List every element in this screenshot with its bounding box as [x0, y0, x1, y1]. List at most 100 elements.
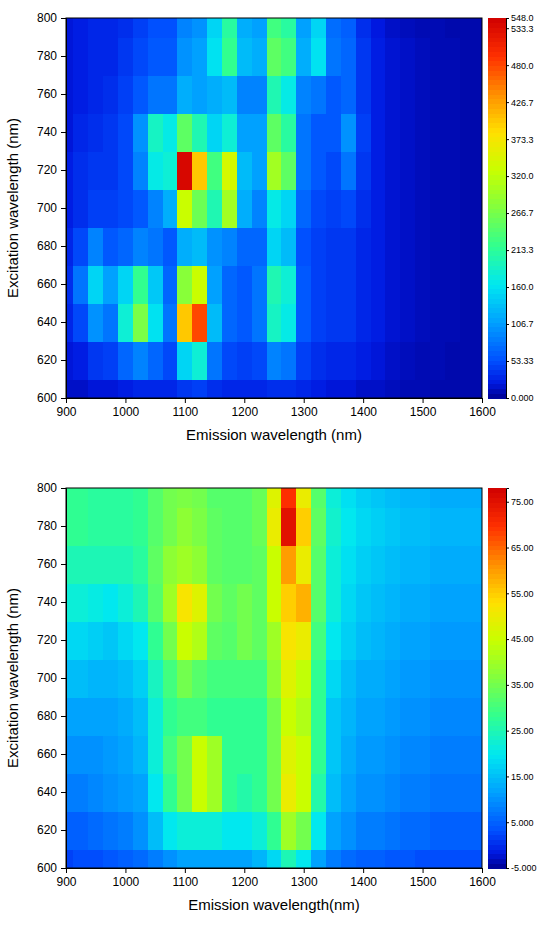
- heatmap-cell: [177, 113, 192, 152]
- heatmap-cell: [192, 507, 207, 546]
- heatmap-cell: [400, 773, 415, 812]
- heatmap-cell: [430, 659, 445, 698]
- heatmap-cell: [341, 583, 356, 622]
- heatmap-cell: [281, 545, 296, 584]
- heatmap-cell: [341, 341, 356, 380]
- heatmap-cell: [252, 265, 267, 304]
- heatmap-cell: [148, 18, 163, 38]
- tick-mark: [363, 868, 364, 873]
- heatmap-cell: [385, 75, 400, 114]
- heatmap-cell: [296, 18, 311, 38]
- tick-mark: [506, 102, 509, 103]
- tick: 426.7: [506, 97, 534, 107]
- heatmap-cell: [66, 849, 74, 868]
- heatmap-cell: [88, 303, 103, 342]
- colorbar-step: [488, 70, 506, 75]
- heatmap-cell: [163, 659, 178, 698]
- heatmap-cell: [133, 303, 148, 342]
- heatmap-cell: [371, 659, 386, 698]
- heatmap-cell: [400, 189, 415, 228]
- heatmap-cell: [222, 583, 237, 622]
- heatmap-cell: [73, 735, 88, 774]
- tick: 53.33: [506, 356, 534, 366]
- heatmap-cell: [415, 151, 430, 190]
- colorbar-step: [488, 526, 506, 531]
- colorbar-step: [488, 180, 506, 185]
- tick: 1500: [410, 398, 437, 419]
- heatmap-cell: [103, 18, 118, 38]
- tick-label: 373.3: [511, 135, 534, 145]
- heatmap-cell: [73, 37, 88, 76]
- heatmap-cell: [400, 113, 415, 152]
- heatmap-cell: [148, 488, 163, 508]
- tick-label: 620: [37, 823, 57, 837]
- heatmap-cell: [118, 189, 133, 228]
- heatmap-cell: [133, 773, 148, 812]
- tick-mark: [61, 322, 66, 323]
- colorbar-step: [488, 270, 506, 275]
- heatmap-cell: [267, 507, 282, 546]
- heatmap-cell: [371, 113, 386, 152]
- heatmap-cell: [281, 621, 296, 660]
- tick-mark: [506, 822, 509, 823]
- tick: 65.00: [506, 543, 534, 553]
- panel: 9001000110012001300140015001600600620640…: [4, 0, 534, 443]
- heatmap-cell: [73, 811, 88, 850]
- heatmap-cell: [192, 113, 207, 152]
- heatmap-cell: [415, 735, 430, 774]
- heatmap-cell: [460, 341, 475, 380]
- heatmap-cell: [267, 773, 282, 812]
- heatmap-cell: [88, 113, 103, 152]
- tick: 1100: [172, 868, 198, 889]
- heatmap-cell: [88, 545, 103, 584]
- heatmap-cell: [73, 303, 88, 342]
- axis-line: [67, 869, 483, 874]
- tick-mark: [61, 246, 66, 247]
- heatmap-cell: [207, 18, 222, 38]
- heatmap-cell: [66, 75, 74, 114]
- heatmap-cell: [103, 545, 118, 584]
- tick-mark: [506, 18, 509, 19]
- tick-label: 55.00: [511, 589, 534, 599]
- colorbar-step: [488, 711, 506, 716]
- axis-line: [67, 399, 483, 404]
- colorbar-step: [488, 127, 506, 132]
- heatmap-cell: [222, 773, 237, 812]
- heatmap-cell: [222, 189, 237, 228]
- colorbar-step: [488, 165, 506, 170]
- colorbar-step: [488, 659, 506, 664]
- colorbar-step: [488, 754, 506, 759]
- heatmap-cell: [311, 488, 326, 508]
- colorbar-step: [488, 28, 506, 33]
- colorbar-step: [488, 564, 506, 569]
- tick: 800: [37, 481, 66, 495]
- heatmap-cell: [385, 379, 400, 398]
- heatmap-cell: [430, 583, 445, 622]
- heatmap-cell: [207, 151, 222, 190]
- colorbar-step: [488, 607, 506, 612]
- heatmap-cell: [326, 545, 341, 584]
- heatmap-cell: [311, 583, 326, 622]
- heatmap-cell: [163, 849, 178, 868]
- heatmap-cell: [192, 189, 207, 228]
- heatmap-cell: [475, 37, 482, 76]
- heatmap-cell: [385, 545, 400, 584]
- tick-label: 700: [37, 201, 57, 215]
- heatmap-cell: [73, 773, 88, 812]
- heatmap-cell: [133, 507, 148, 546]
- heatmap-cell: [356, 265, 371, 304]
- heatmap-cell: [371, 151, 386, 190]
- colorbar-step: [488, 327, 506, 332]
- heatmap-cell: [177, 545, 192, 584]
- colorbar-step: [488, 759, 506, 764]
- colorbar-step: [488, 346, 506, 351]
- heatmap-cell: [400, 303, 415, 342]
- heatmap-cell: [177, 811, 192, 850]
- colorbar-step: [488, 66, 506, 71]
- heatmap-cell: [400, 849, 415, 868]
- colorbar-step: [488, 688, 506, 693]
- colorbar-step: [488, 42, 506, 47]
- heatmap-cell: [356, 379, 371, 398]
- heatmap-cell: [460, 697, 475, 736]
- heatmap-cell: [103, 811, 118, 850]
